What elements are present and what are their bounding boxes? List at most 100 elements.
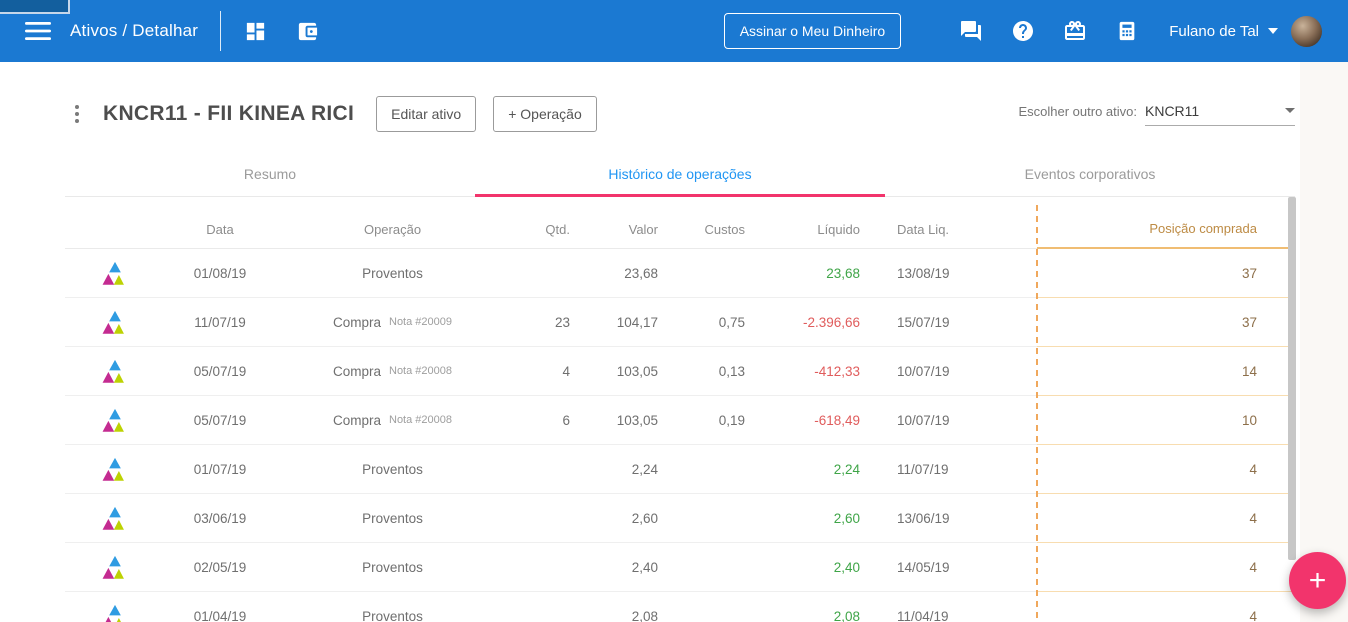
cell-data-liq: 11/04/19: [860, 592, 1037, 622]
user-menu[interactable]: Fulano de Tal: [1169, 15, 1322, 47]
choose-asset-group: Escolher outro ativo: KNCR11: [1018, 103, 1295, 126]
asset-logo-icon: [65, 592, 165, 622]
operation-note: Nota #20009: [389, 316, 452, 328]
cell-liquido: 2,08: [745, 592, 860, 622]
cell-qtd: [510, 592, 570, 622]
cell-operacao: Proventos: [275, 592, 510, 622]
right-gutter: [1300, 62, 1348, 622]
cell-custos: [658, 249, 745, 298]
cell-posicao-comprada: 4: [1037, 543, 1295, 592]
add-fab-button[interactable]: +: [1289, 552, 1346, 609]
cell-data: 01/07/19: [165, 445, 275, 494]
chevron-down-icon: [1268, 28, 1278, 34]
cell-liquido: 2,24: [745, 445, 860, 494]
hamburger-menu-icon[interactable]: [25, 21, 51, 41]
operation-type: Proventos: [362, 608, 423, 622]
cell-qtd: [510, 249, 570, 298]
cell-liquido: -618,49: [745, 396, 860, 445]
cell-data-liq: 10/07/19: [860, 347, 1037, 396]
table-header-row: Data Operação Qtd. Valor Custos Líquido …: [65, 205, 1295, 249]
cell-custos: [658, 592, 745, 622]
choose-asset-label: Escolher outro ativo:: [1018, 103, 1137, 119]
cell-custos: 0,75: [658, 298, 745, 347]
page-title: KNCR11 - FII KINEA RICI: [103, 102, 355, 125]
cell-qtd: [510, 543, 570, 592]
operation-note: Nota #20008: [389, 414, 452, 426]
table-row[interactable]: 05/07/19 Compra Nota #20008 4 103,05 0,1…: [65, 347, 1295, 396]
column-custos: Custos: [658, 205, 745, 249]
cell-qtd: [510, 445, 570, 494]
cell-valor: 2,40: [570, 543, 658, 592]
asset-logo-icon: [65, 445, 165, 494]
cell-posicao-comprada: 10: [1037, 396, 1295, 445]
tab-historico-operacoes[interactable]: Histórico de operações: [475, 153, 885, 197]
edit-asset-button[interactable]: Editar ativo: [376, 96, 477, 132]
gift-icon[interactable]: [1063, 19, 1087, 43]
cell-data: 03/06/19: [165, 494, 275, 543]
cell-valor: 103,05: [570, 347, 658, 396]
topbar-right: Assinar o Meu Dinheiro Fulano de Tal: [723, 13, 1322, 49]
table-row[interactable]: 11/07/19 Compra Nota #20009 23 104,17 0,…: [65, 298, 1295, 347]
page-header: KNCR11 - FII KINEA RICI Editar ativo + O…: [65, 92, 1295, 136]
column-valor: Valor: [570, 205, 658, 249]
cell-operacao: Proventos: [275, 445, 510, 494]
header-spacer: [65, 205, 165, 249]
cell-liquido: 23,68: [745, 249, 860, 298]
cell-operacao: Proventos: [275, 543, 510, 592]
cell-operacao: Compra Nota #20009: [275, 298, 510, 347]
cell-data: 05/07/19: [165, 396, 275, 445]
table-row[interactable]: 05/07/19 Compra Nota #20008 6 103,05 0,1…: [65, 396, 1295, 445]
column-liquido: Líquido: [745, 205, 860, 249]
cell-data-liq: 11/07/19: [860, 445, 1037, 494]
cell-operacao: Proventos: [275, 494, 510, 543]
column-data: Data: [165, 205, 275, 249]
cell-custos: [658, 494, 745, 543]
tab-resumo[interactable]: Resumo: [243, 166, 297, 182]
asset-select[interactable]: KNCR11: [1145, 103, 1295, 126]
cell-custos: 0,19: [658, 396, 745, 445]
cell-posicao-comprada: 4: [1037, 445, 1295, 494]
avatar[interactable]: [1291, 15, 1322, 47]
operation-type: Proventos: [362, 510, 423, 526]
table-row[interactable]: 02/05/19 Proventos 2,40 2,40 14/05/19 4: [65, 543, 1295, 592]
help-icon[interactable]: [1011, 19, 1035, 43]
dashboard-icon[interactable]: [243, 19, 267, 43]
column-data-liq: Data Liq.: [860, 205, 1037, 249]
cell-liquido: 2,60: [745, 494, 860, 543]
add-operation-button[interactable]: + Operação: [493, 96, 597, 132]
cell-qtd: 4: [510, 347, 570, 396]
cell-data: 01/04/19: [165, 592, 275, 622]
vertical-scrollbar[interactable]: [1288, 197, 1296, 560]
table-row[interactable]: 01/04/19 Proventos 2,08 2,08 11/04/19 4: [65, 592, 1295, 622]
asset-logo-icon: [65, 543, 165, 592]
chat-icon[interactable]: [959, 19, 983, 43]
asset-logo-icon: [65, 396, 165, 445]
cell-data-liq: 14/05/19: [860, 543, 1037, 592]
operation-type: Proventos: [362, 265, 423, 281]
wallet-icon[interactable]: [295, 19, 319, 43]
table-row[interactable]: 01/08/19 Proventos 23,68 23,68 13/08/19 …: [65, 249, 1295, 298]
table-row[interactable]: 03/06/19 Proventos 2,60 2,60 13/06/19 4: [65, 494, 1295, 543]
cell-data: 11/07/19: [165, 298, 275, 347]
cell-posicao-comprada: 37: [1037, 298, 1295, 347]
cell-valor: 104,17: [570, 298, 658, 347]
tab-eventos-corporativos[interactable]: Eventos corporativos: [1024, 166, 1156, 182]
user-name: Fulano de Tal: [1169, 22, 1259, 40]
subscribe-button[interactable]: Assinar o Meu Dinheiro: [723, 13, 902, 49]
cell-valor: 23,68: [570, 249, 658, 298]
operation-type: Compra: [332, 412, 381, 428]
cell-liquido: 2,40: [745, 543, 860, 592]
cell-custos: [658, 445, 745, 494]
kebab-menu-icon[interactable]: [65, 99, 89, 129]
calculator-icon[interactable]: [1115, 19, 1139, 43]
table-row[interactable]: 01/07/19 Proventos 2,24 2,24 11/07/19 4: [65, 445, 1295, 494]
column-posicao-comprada: Posição comprada: [1037, 205, 1295, 249]
cell-qtd: 6: [510, 396, 570, 445]
cell-valor: 2,08: [570, 592, 658, 622]
cell-liquido: -2.396,66: [745, 298, 860, 347]
window-corner-artifact: [0, 0, 70, 14]
cell-data-liq: 13/08/19: [860, 249, 1037, 298]
operation-type: Proventos: [362, 559, 423, 575]
table-body: 01/08/19 Proventos 23,68 23,68 13/08/19 …: [65, 249, 1295, 622]
topbar-divider: [220, 11, 222, 51]
